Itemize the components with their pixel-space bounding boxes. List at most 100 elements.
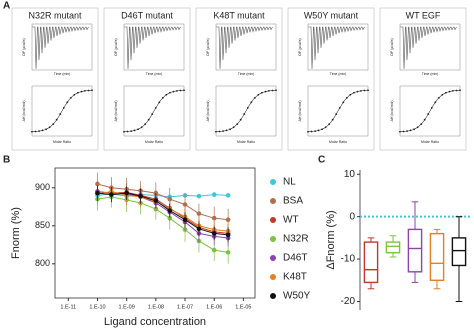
itc-point xyxy=(321,128,324,131)
itc-point xyxy=(399,130,401,133)
itc-point xyxy=(437,96,440,99)
x-tick-label: 1.E-09 xyxy=(119,304,135,310)
itc-point xyxy=(137,128,140,131)
x-tick-label: 1.E-05 xyxy=(235,304,251,310)
itc-point xyxy=(236,123,239,126)
itc-point xyxy=(342,101,345,104)
itc-point xyxy=(52,123,55,126)
itc-axis-label: ΔH (kcal/mol) xyxy=(390,100,394,121)
itc-point xyxy=(154,107,157,109)
itc-point xyxy=(335,113,338,115)
data-point xyxy=(138,193,143,199)
itc-point xyxy=(434,101,437,104)
itc-trace xyxy=(32,26,89,70)
panel-label: A xyxy=(3,1,10,12)
itc-point xyxy=(367,89,369,92)
itc-point xyxy=(45,128,48,131)
legend-label: WT xyxy=(283,215,299,226)
itc-point xyxy=(459,89,461,92)
x-tick-label: 1.E-11 xyxy=(60,304,76,310)
itc-axis-label: ΔH (kcal/mol) xyxy=(206,100,210,121)
itc-axis-label: Molar Ratio xyxy=(329,140,347,144)
legend-marker xyxy=(270,179,276,185)
itc-point xyxy=(80,90,83,93)
itc-point xyxy=(264,90,267,93)
itc-axis-label: DP (µcal/s) xyxy=(206,38,210,55)
itc-point xyxy=(257,93,260,96)
panel-label: B xyxy=(3,155,10,166)
itc-point xyxy=(271,89,274,92)
itc-point xyxy=(87,89,90,92)
itc-point xyxy=(151,113,154,115)
itc-axis-label: Molar Ratio xyxy=(421,140,439,144)
itc-point xyxy=(133,129,136,132)
itc-point xyxy=(253,96,256,99)
legend-marker xyxy=(270,217,276,223)
itc-point xyxy=(356,90,359,93)
itc-point xyxy=(41,129,44,132)
itc-point xyxy=(73,93,76,96)
data-point xyxy=(95,190,100,196)
itc-point xyxy=(123,130,125,133)
itc-bottom-axes xyxy=(123,85,185,137)
itc-point xyxy=(179,89,182,92)
data-point xyxy=(211,231,217,236)
itc-point xyxy=(416,126,419,129)
y-tick-label: 0 xyxy=(349,211,355,222)
itc-point xyxy=(430,107,433,109)
itc-point xyxy=(324,126,327,129)
itc-point xyxy=(76,91,79,94)
itc-point xyxy=(310,130,313,133)
itc-point xyxy=(62,107,65,109)
y-tick-label: -10 xyxy=(341,254,356,265)
itc-point xyxy=(91,89,93,92)
itc-point xyxy=(423,118,426,121)
y-axis-label: Fnorm (%) xyxy=(10,207,22,259)
series-line xyxy=(97,191,229,234)
legend-label: W50Y xyxy=(283,291,311,302)
itc-point xyxy=(441,93,444,96)
box xyxy=(385,241,401,254)
itc-point xyxy=(409,129,412,132)
data-point xyxy=(225,217,231,222)
itc-trace xyxy=(308,26,365,70)
itc-axis-label: Molar Ratio xyxy=(53,140,71,144)
itc-point xyxy=(448,90,451,93)
itc-point xyxy=(225,129,228,132)
itc-trace xyxy=(216,26,273,70)
itc-point xyxy=(147,118,150,121)
y-tick-label: 850 xyxy=(35,220,50,230)
itc-point xyxy=(229,128,232,131)
itc-title: WT EGF xyxy=(406,10,441,20)
itc-top-axes xyxy=(123,23,185,71)
legend-label: K48T xyxy=(283,272,307,283)
itc-point xyxy=(275,89,277,92)
box xyxy=(429,232,445,282)
data-point xyxy=(211,247,217,253)
itc-point xyxy=(55,118,58,121)
itc-point xyxy=(268,89,270,92)
data-point xyxy=(225,250,231,255)
box xyxy=(407,228,423,273)
itc-point xyxy=(130,130,132,133)
legend-label: BSA xyxy=(283,196,303,207)
itc-point xyxy=(406,130,408,133)
box xyxy=(451,237,467,267)
itc-point xyxy=(172,90,175,93)
itc-point xyxy=(314,130,316,133)
itc-point xyxy=(317,129,320,132)
data-point xyxy=(167,208,173,213)
itc-point xyxy=(144,123,147,126)
x-tick-label: 1.E-07 xyxy=(177,304,193,310)
itc-point xyxy=(307,130,309,133)
x-tick-label: 1.E-08 xyxy=(148,304,164,310)
itc-point xyxy=(161,96,164,99)
itc-point xyxy=(360,89,362,92)
itc-point xyxy=(69,96,72,99)
itc-point xyxy=(38,130,40,133)
itc-point xyxy=(165,93,168,96)
data-point xyxy=(153,198,159,203)
data-point xyxy=(109,192,114,197)
legend-label: N32R xyxy=(283,234,309,245)
